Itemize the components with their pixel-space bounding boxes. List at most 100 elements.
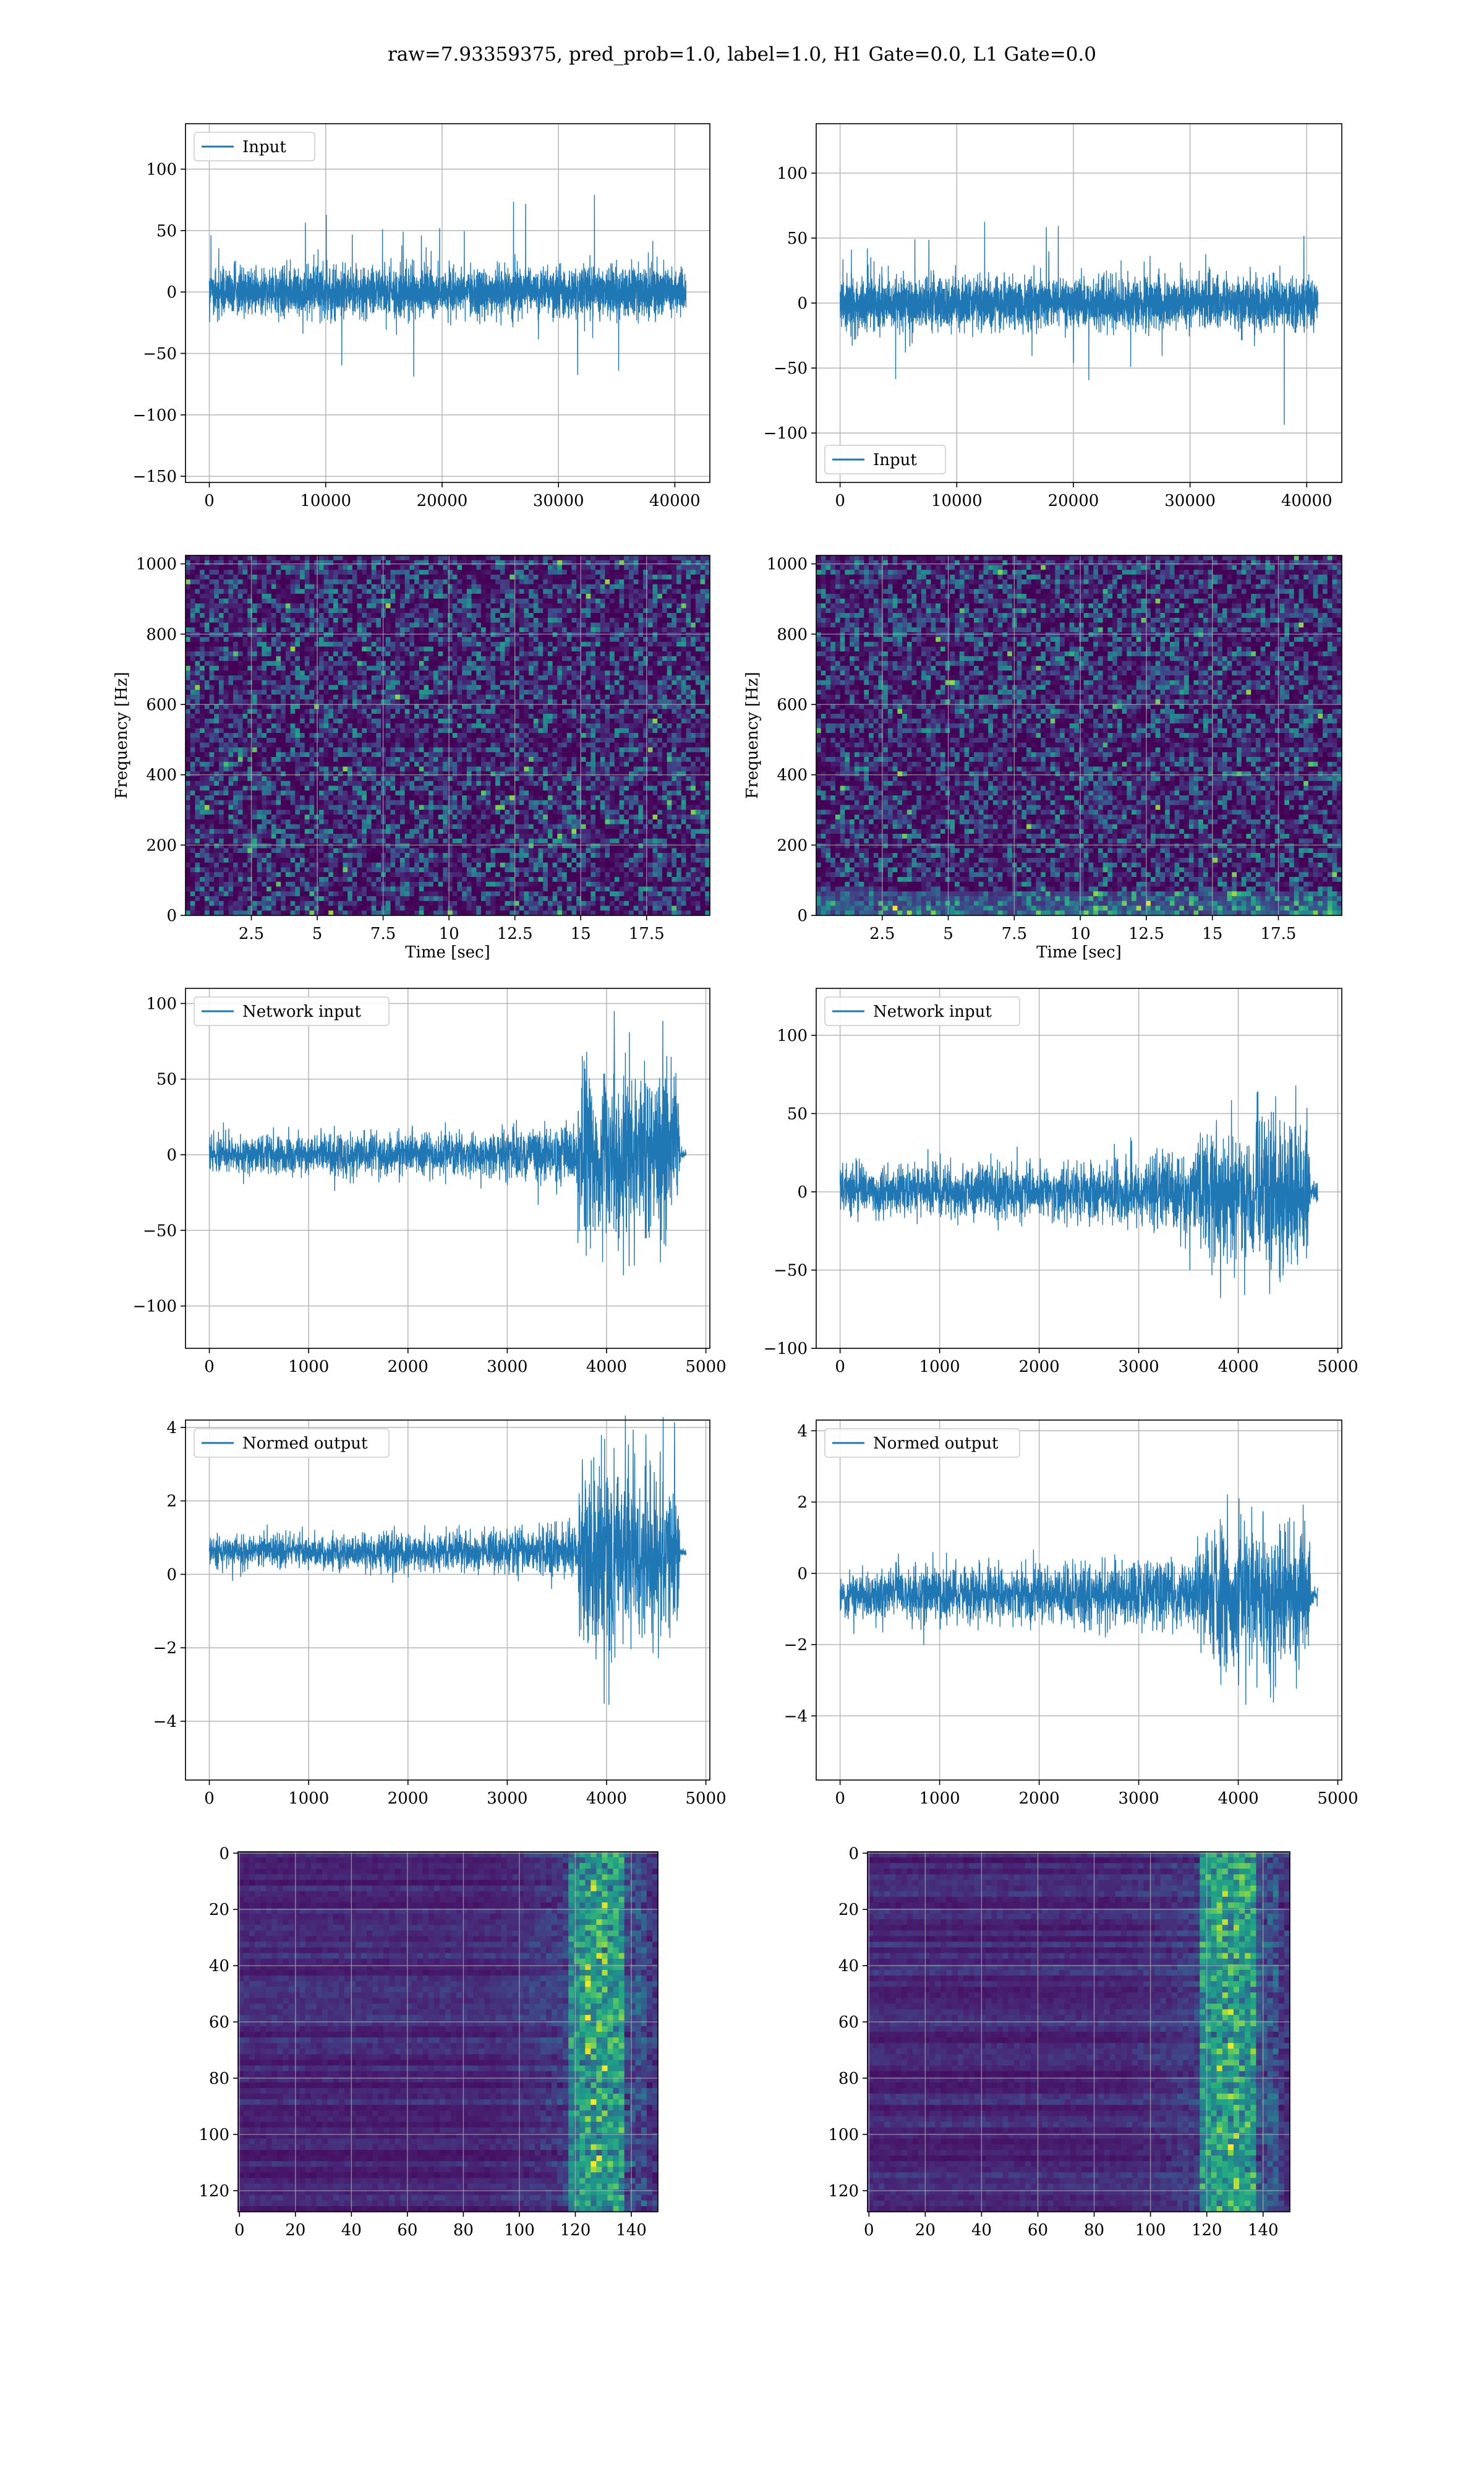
spectrogram-cell — [214, 675, 220, 681]
spectrogram-cell — [295, 670, 301, 676]
spectrogram-cell — [304, 714, 310, 719]
spectrogram-cell — [495, 565, 501, 570]
spectrogram-cell — [505, 589, 510, 594]
spectrogram-cell — [647, 627, 654, 633]
spectrogram-cell — [390, 656, 396, 662]
spectrogram-cell — [362, 632, 367, 638]
spectrogram-cell — [505, 685, 510, 690]
spectrogram-cell — [276, 565, 281, 570]
spectrogram-cell — [233, 733, 239, 738]
spectrogram-cell — [424, 641, 429, 648]
spectrogram-cell — [500, 622, 506, 628]
spectrogram-cell — [466, 584, 472, 589]
spectrogram-cell — [485, 632, 491, 638]
spectrogram-cell — [529, 747, 534, 753]
spectrogram-cell — [376, 670, 382, 676]
spectrogram-cell — [457, 632, 463, 638]
spectrogram-cell — [595, 709, 601, 714]
spectrogram-cell — [218, 761, 224, 768]
spectrogram-cell — [566, 709, 573, 714]
spectrogram-cell — [643, 632, 649, 638]
spectrogram-cell — [519, 632, 524, 638]
spectrogram-cell — [633, 560, 639, 566]
spectrogram-cell — [348, 646, 353, 652]
spectrogram-cell — [672, 589, 677, 594]
spectrogram-cell — [399, 555, 406, 561]
spectrogram-cell — [267, 579, 272, 585]
spectrogram-cell — [538, 627, 544, 633]
spectrogram-cell — [600, 575, 605, 580]
spectrogram-cell — [362, 608, 367, 614]
spectrogram-cell — [619, 742, 625, 748]
spectrogram-cell — [304, 594, 310, 599]
spectrogram-cell — [228, 714, 234, 719]
spectrogram-cell — [633, 737, 639, 743]
spectrogram-cell — [371, 656, 377, 662]
spectrogram-cell — [457, 699, 463, 705]
spectrogram-cell — [281, 695, 286, 700]
spectrogram-cell — [495, 575, 501, 580]
spectrogram-cell — [204, 613, 210, 618]
spectrogram-cell — [543, 594, 548, 599]
spectrogram-cell — [209, 646, 215, 652]
spectrogram-cell — [242, 695, 248, 700]
spectrogram-cell — [271, 675, 277, 681]
spectrogram-cell — [281, 598, 286, 604]
spectrogram-cell — [691, 670, 696, 676]
spectrogram-cell — [672, 565, 677, 570]
spectrogram-cell — [429, 584, 434, 589]
spectrogram-cell — [591, 737, 596, 743]
spectrogram-cell — [605, 565, 610, 570]
spectrogram-cell — [562, 670, 568, 676]
spectrogram-cell — [652, 560, 658, 566]
spectrogram-cell — [443, 728, 448, 734]
spectrogram-cell — [404, 704, 410, 709]
spectrogram-cell — [333, 761, 339, 768]
spectrogram-cell — [404, 622, 410, 628]
spectrogram-cell — [200, 714, 205, 719]
spectrogram-cell — [519, 761, 524, 768]
spectrogram-cell — [295, 651, 301, 657]
spectrogram-cell — [643, 651, 649, 657]
spectrogram-cell — [524, 666, 529, 671]
spectrogram-cell — [252, 742, 258, 748]
spectrogram-cell — [624, 747, 629, 753]
spectrogram-cell — [218, 714, 224, 719]
spectrogram-cell — [209, 709, 215, 714]
spectrogram-cell — [480, 565, 487, 570]
spectrogram-cell — [333, 598, 339, 604]
spectrogram-cell — [399, 646, 406, 652]
spectrogram-cell — [657, 656, 663, 662]
spectrogram-cell — [485, 761, 491, 768]
spectrogram-cell — [657, 704, 663, 709]
spectrogram-cell — [318, 646, 325, 652]
spectrogram-cell — [505, 728, 510, 734]
spectrogram-cell — [581, 728, 587, 734]
spectrogram-cell — [643, 747, 649, 753]
spectrogram-cell — [247, 627, 253, 633]
spectrogram-cell — [195, 699, 200, 705]
spectrogram-cell — [362, 766, 367, 772]
spectrogram-cell — [190, 646, 196, 652]
spectrogram-cell — [514, 685, 520, 690]
spectrogram-cell — [348, 756, 353, 763]
spectrogram-cell — [600, 714, 605, 719]
spectrogram-cell — [676, 699, 682, 705]
spectrogram-cell — [628, 690, 634, 695]
spectrogram-cell — [404, 742, 410, 748]
spectrogram-cell — [647, 565, 654, 570]
spectrogram-cell — [595, 603, 601, 609]
spectrogram-cell — [290, 651, 296, 657]
spectrogram-cell — [662, 695, 668, 700]
spectrogram-cell — [252, 641, 258, 648]
spectrogram-cell — [448, 752, 453, 758]
spectrogram-cell — [591, 555, 596, 561]
spectrogram-cell — [700, 761, 706, 768]
spectrogram-cell — [705, 622, 710, 628]
spectrogram-cell — [338, 622, 343, 628]
spectrogram-cell — [662, 742, 668, 748]
spectrogram-cell — [424, 714, 429, 719]
spectrogram-cell — [276, 714, 281, 719]
spectrogram-cell — [300, 752, 305, 758]
spectrogram-cell — [404, 728, 410, 734]
